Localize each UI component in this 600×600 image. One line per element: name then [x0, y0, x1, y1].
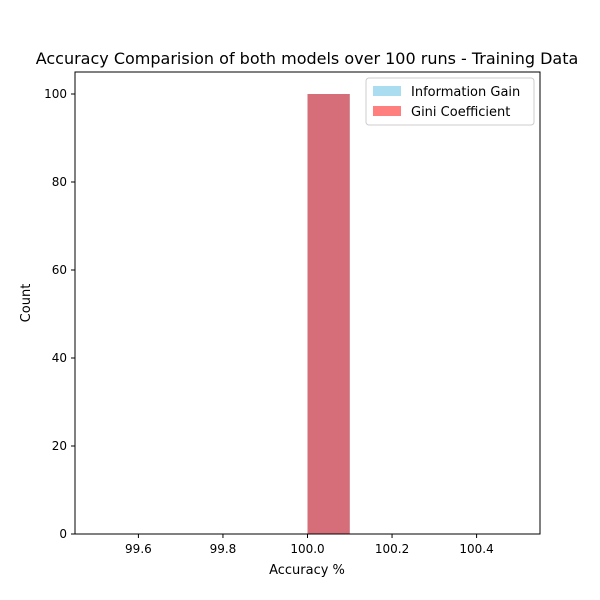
legend-label: Information Gain: [411, 85, 520, 100]
x-tick-label: 100.2: [375, 542, 409, 556]
x-tick-label: 100.4: [459, 542, 493, 556]
legend-frame: [365, 77, 535, 126]
legend-label: Gini Coefficient: [411, 105, 510, 120]
legend: Information Gain Gini Coefficient: [365, 77, 535, 126]
y-tick-label: 20: [52, 439, 67, 453]
legend-items: Information Gain Gini Coefficient: [373, 85, 520, 120]
x-axis-ticks: 99.6 99.8 100.0 100.2 100.4: [125, 534, 494, 556]
y-tick-label: 100: [44, 87, 67, 101]
y-tick-label: 40: [52, 351, 67, 365]
plot-frame: [74, 71, 541, 535]
x-tick-label: 99.8: [210, 542, 237, 556]
x-axis-label: Accuracy %: [269, 563, 345, 578]
chart-title: Accuracy Comparision of both models over…: [36, 49, 579, 68]
y-tick-label: 60: [52, 263, 67, 277]
y-tick-label: 0: [59, 527, 67, 541]
y-axis-label: Count: [19, 284, 34, 323]
histogram-bar-series-1-bin-0: [307, 94, 350, 534]
y-axis-ticks: 0 20 40 60 80 100: [44, 87, 75, 541]
x-tick-label: 100.0: [290, 542, 324, 556]
y-tick-label: 80: [52, 175, 67, 189]
x-tick-label: 99.6: [125, 542, 152, 556]
legend-swatch: [373, 86, 401, 96]
legend-swatch: [373, 106, 401, 116]
bars-layer: [307, 94, 350, 534]
